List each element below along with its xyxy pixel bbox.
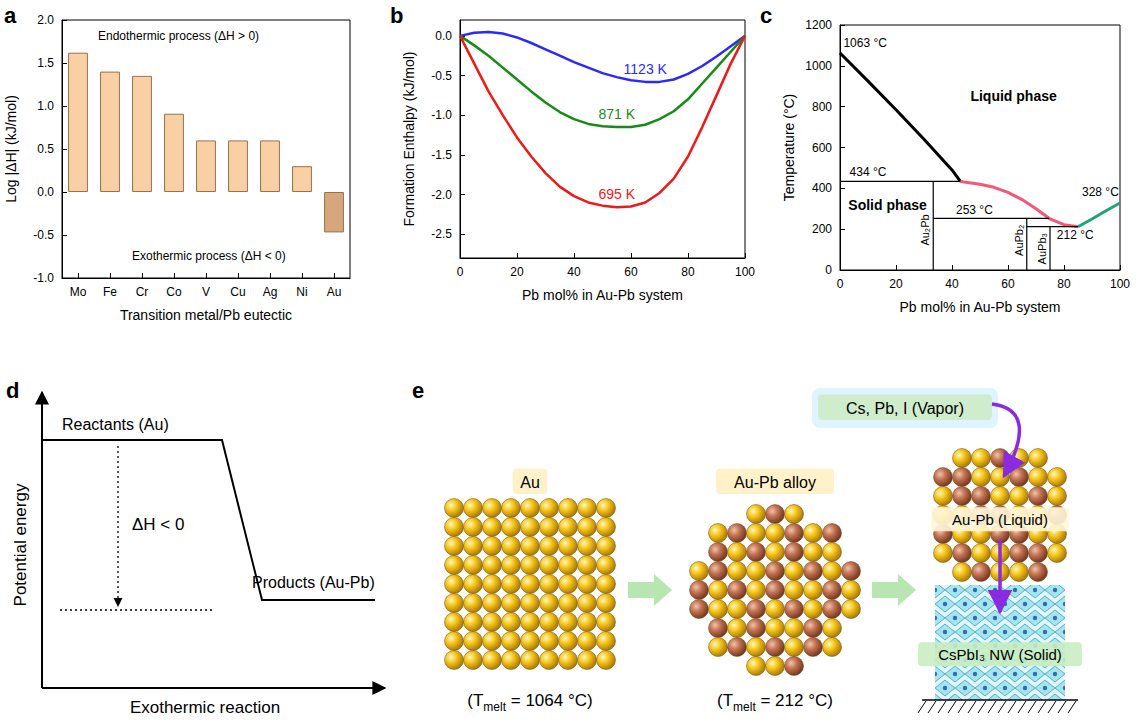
svg-text:-2.0: -2.0 — [431, 188, 452, 202]
svg-text:0.5: 0.5 — [37, 142, 54, 156]
svg-text:-1.0: -1.0 — [431, 108, 452, 122]
svg-text:80: 80 — [681, 265, 695, 279]
svg-text:Fe: Fe — [103, 285, 117, 299]
svg-text:Potential energy: Potential energy — [11, 483, 30, 606]
svg-text:Cr: Cr — [136, 285, 149, 299]
svg-text:0.0: 0.0 — [435, 29, 452, 43]
svg-text:Co: Co — [166, 285, 182, 299]
svg-text:328 °C: 328 °C — [1082, 185, 1119, 199]
svg-text:-0.5: -0.5 — [431, 69, 452, 83]
svg-text:Cs, Pb, I (Vapor): Cs, Pb, I (Vapor) — [846, 400, 964, 417]
svg-text:e: e — [412, 378, 424, 403]
svg-text:100: 100 — [1110, 277, 1130, 291]
svg-text:Reactants (Au): Reactants (Au) — [62, 416, 169, 433]
svg-text:60: 60 — [1001, 277, 1015, 291]
svg-text:60: 60 — [624, 265, 638, 279]
svg-text:V: V — [202, 285, 210, 299]
svg-text:1200: 1200 — [805, 18, 832, 32]
svg-text:434 °C: 434 °C — [850, 165, 887, 179]
svg-text:d: d — [6, 378, 19, 403]
svg-text:1123 K: 1123 K — [624, 61, 668, 77]
svg-text:695 K: 695 K — [598, 186, 635, 202]
svg-text:800: 800 — [812, 100, 832, 114]
svg-text:a: a — [4, 3, 17, 28]
svg-text:20: 20 — [889, 277, 903, 291]
svg-text:Au: Au — [327, 285, 342, 299]
svg-text:40: 40 — [567, 265, 581, 279]
svg-text:20: 20 — [510, 265, 524, 279]
svg-text:b: b — [390, 3, 403, 28]
svg-text:0.0: 0.0 — [37, 185, 54, 199]
svg-text:1063 °C: 1063 °C — [843, 36, 887, 50]
svg-text:AuPb₂: AuPb₂ — [1013, 225, 1025, 256]
svg-text:CsPbI₃ NW (Solid): CsPbI₃ NW (Solid) — [938, 646, 1062, 663]
svg-text:-2.5: -2.5 — [431, 227, 452, 241]
svg-text:Formation Enthalpy (kJ/mol): Formation Enthalpy (kJ/mol) — [401, 51, 417, 226]
svg-text:0: 0 — [457, 265, 464, 279]
svg-text:212 °C: 212 °C — [1057, 228, 1094, 242]
svg-text:Au-Pb (Liquid): Au-Pb (Liquid) — [952, 511, 1048, 528]
svg-text:(Tmelt = 212 °C): (Tmelt = 212 °C) — [717, 691, 833, 714]
svg-text:Au: Au — [520, 474, 540, 491]
svg-text:Transition metal/Pb eutectic: Transition metal/Pb eutectic — [120, 307, 292, 323]
svg-text:1.5: 1.5 — [37, 56, 54, 70]
svg-text:-1.0: -1.0 — [33, 271, 54, 285]
svg-text:1000: 1000 — [805, 59, 832, 73]
svg-text:2.0: 2.0 — [37, 13, 54, 27]
svg-text:Products (Au-Pb): Products (Au-Pb) — [252, 574, 375, 591]
svg-text:253 °C: 253 °C — [956, 203, 993, 217]
svg-text:Au₂Pb: Au₂Pb — [919, 214, 931, 245]
svg-text:871 K: 871 K — [598, 106, 635, 122]
svg-text:Exothermic reaction: Exothermic reaction — [130, 698, 280, 717]
svg-text:c: c — [760, 3, 772, 28]
svg-text:ΔH < 0: ΔH < 0 — [132, 515, 184, 534]
svg-text:Au-Pb alloy: Au-Pb alloy — [734, 474, 816, 491]
svg-text:Ag: Ag — [263, 285, 278, 299]
svg-text:Pb mol% in Au-Pb system: Pb mol% in Au-Pb system — [522, 287, 683, 303]
svg-text:Log |ΔH| (kJ/mol): Log |ΔH| (kJ/mol) — [3, 95, 19, 203]
svg-text:Ni: Ni — [296, 285, 307, 299]
svg-text:0: 0 — [837, 277, 844, 291]
svg-text:400: 400 — [812, 181, 832, 195]
svg-text:Cu: Cu — [230, 285, 245, 299]
svg-text:Pb mol% in Au-Pb system: Pb mol% in Au-Pb system — [899, 299, 1060, 315]
svg-text:-1.5: -1.5 — [431, 148, 452, 162]
svg-text:40: 40 — [945, 277, 959, 291]
svg-text:-0.5: -0.5 — [33, 228, 54, 242]
svg-text:Liquid phase: Liquid phase — [970, 88, 1057, 104]
svg-text:(Tmelt = 1064 °C): (Tmelt = 1064 °C) — [467, 691, 592, 714]
svg-text:0: 0 — [825, 263, 832, 277]
svg-text:1.0: 1.0 — [37, 99, 54, 113]
svg-text:AuPb₃: AuPb₃ — [1036, 233, 1048, 264]
svg-text:100: 100 — [735, 265, 755, 279]
svg-text:600: 600 — [812, 141, 832, 155]
svg-text:200: 200 — [812, 222, 832, 236]
svg-text:Mo: Mo — [70, 285, 87, 299]
svg-text:Exothermic process (ΔH < 0): Exothermic process (ΔH < 0) — [132, 249, 286, 263]
svg-text:Endothermic process (ΔH > 0): Endothermic process (ΔH > 0) — [98, 29, 259, 43]
svg-text:Solid phase: Solid phase — [848, 197, 927, 213]
svg-text:80: 80 — [1057, 277, 1071, 291]
svg-text:Temperature (°C): Temperature (°C) — [781, 94, 797, 202]
